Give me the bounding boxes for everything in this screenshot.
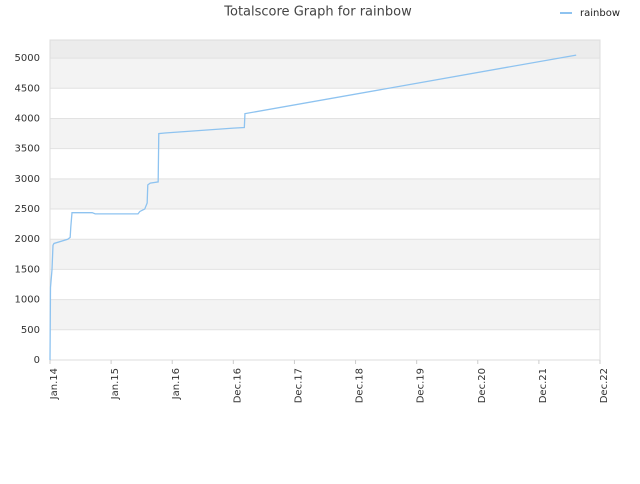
x-tick-label: Jan.16 [171,368,182,400]
y-tick-label: 4500 [15,83,40,94]
y-tick-label: 500 [21,325,40,336]
x-tick-label: Dec.19 [416,368,427,403]
y-tick-label: 2500 [15,204,40,215]
grid-band [50,239,600,270]
x-tick-label: Dec.17 [293,368,304,403]
grid-band [50,88,600,119]
x-tick-label: Jan.15 [110,368,121,400]
x-tick-label: Jan.14 [49,368,60,400]
y-tick-label: 2000 [15,234,40,245]
data-line [49,54,577,361]
grid-band [50,118,600,149]
plot-border [49,39,601,361]
x-tick-label: Dec.18 [355,368,366,403]
x-tick-label: Dec.22 [599,368,610,403]
x-tick-label: Dec.21 [538,368,549,403]
grid-band [50,148,600,179]
y-tick-label: 1500 [15,264,40,275]
x-tick-label: Dec.20 [477,368,488,403]
legend-label: rainbow [580,8,620,19]
y-tick-label: 4000 [15,113,40,124]
y-tick-label: 3500 [15,144,40,155]
grid-band [50,178,600,210]
grid-band [50,329,600,360]
x-tick-label: Dec.16 [232,368,243,403]
grid-band [50,269,600,300]
chart-title: Totalscore Graph for rainbow [223,5,412,20]
grid-band [50,299,600,330]
y-tick-label: 0 [34,355,40,366]
y-tick-label: 3000 [15,174,40,185]
grid-band [50,40,600,59]
y-tick-label: 1000 [15,295,40,306]
grid-band [50,58,600,89]
grid-band [50,209,600,240]
y-tick-label: 5000 [15,53,40,64]
